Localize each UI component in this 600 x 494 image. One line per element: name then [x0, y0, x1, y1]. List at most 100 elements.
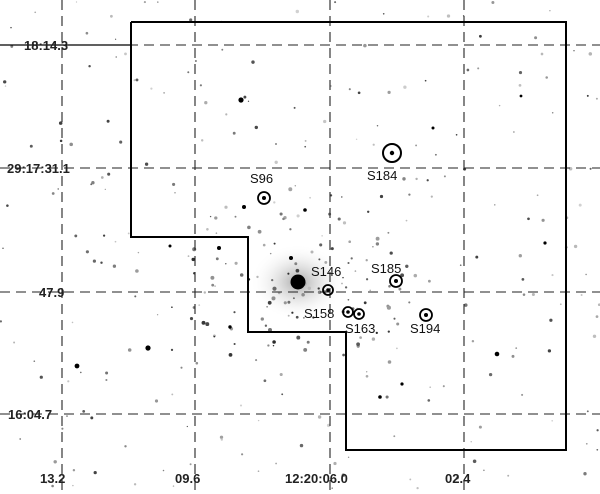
- star: [105, 371, 109, 375]
- star: [371, 337, 376, 341]
- star: [3, 80, 7, 84]
- star: [256, 275, 259, 279]
- star: [257, 470, 260, 473]
- star: [269, 252, 272, 255]
- star: [375, 242, 380, 246]
- star: [257, 229, 262, 234]
- star: [400, 382, 404, 386]
- star: [470, 441, 472, 443]
- source-s184: S184: [367, 143, 402, 183]
- star: [580, 294, 583, 296]
- star: [430, 195, 433, 198]
- star: [363, 43, 367, 48]
- star: [205, 322, 210, 327]
- star: [232, 131, 236, 135]
- star: [330, 247, 334, 251]
- dec-label-2: 29:17:31.1: [7, 161, 70, 176]
- star: [106, 119, 110, 123]
- star: [393, 435, 396, 438]
- star: [409, 478, 412, 481]
- star: [143, 1, 146, 4]
- star: [597, 303, 600, 307]
- star: [189, 463, 192, 466]
- star: [257, 419, 260, 422]
- star: [115, 56, 117, 58]
- star: [405, 219, 408, 222]
- star: [114, 38, 117, 40]
- star: [334, 1, 337, 4]
- star: [262, 243, 266, 247]
- star: [302, 316, 305, 319]
- star: [521, 278, 525, 281]
- star: [287, 272, 290, 275]
- star: [134, 295, 137, 298]
- star: [180, 366, 183, 369]
- star: [275, 143, 277, 145]
- star: [573, 50, 575, 52]
- star: [93, 470, 97, 475]
- star: [124, 52, 127, 56]
- star: [347, 298, 350, 301]
- star: [105, 378, 108, 382]
- star: [275, 462, 277, 465]
- star: [154, 399, 159, 403]
- star: [206, 228, 209, 231]
- star: [301, 293, 305, 297]
- star: [379, 194, 384, 199]
- star: [431, 126, 435, 130]
- star: [303, 347, 308, 352]
- star: [386, 305, 391, 310]
- star: [534, 36, 538, 40]
- star: [124, 445, 127, 448]
- star: [279, 372, 283, 377]
- star: [513, 131, 515, 133]
- star: [293, 106, 296, 109]
- source-s96: S96: [250, 171, 273, 205]
- star: [290, 274, 306, 290]
- star: [304, 139, 307, 142]
- star: [107, 172, 111, 176]
- star: [90, 416, 94, 420]
- star: [446, 14, 451, 18]
- star: [239, 273, 244, 277]
- source-markers: S184 S96 S146 S185 S158 S163: [250, 143, 440, 336]
- star: [79, 371, 82, 374]
- star: [289, 228, 292, 231]
- star: [507, 474, 510, 477]
- star: [189, 18, 193, 22]
- star: [318, 258, 321, 261]
- star: [547, 349, 552, 353]
- source-label-s184: S184: [367, 168, 397, 183]
- star: [331, 487, 333, 489]
- star: [307, 286, 312, 291]
- star: [388, 285, 391, 288]
- star: [586, 94, 589, 97]
- star: [543, 241, 547, 245]
- star: [274, 160, 278, 164]
- star: [272, 340, 276, 344]
- star: [247, 225, 251, 230]
- star: [187, 255, 190, 257]
- star: [511, 354, 515, 358]
- star: [187, 71, 190, 74]
- star: [296, 214, 300, 218]
- source-s163: S163: [345, 308, 375, 336]
- star: [319, 243, 323, 247]
- star: [413, 273, 418, 278]
- star: [488, 372, 493, 377]
- star: [522, 293, 526, 296]
- ra-label-2: 09.6: [175, 471, 200, 486]
- star: [387, 330, 390, 333]
- star: [279, 212, 283, 216]
- star: [220, 438, 223, 441]
- star: [342, 276, 344, 279]
- star: [189, 317, 194, 321]
- star: [317, 415, 322, 419]
- star: [201, 320, 206, 325]
- star: [174, 192, 176, 194]
- star: [210, 275, 215, 280]
- star: [33, 360, 36, 363]
- star: [295, 315, 299, 319]
- star: [127, 348, 132, 352]
- star: [267, 344, 270, 347]
